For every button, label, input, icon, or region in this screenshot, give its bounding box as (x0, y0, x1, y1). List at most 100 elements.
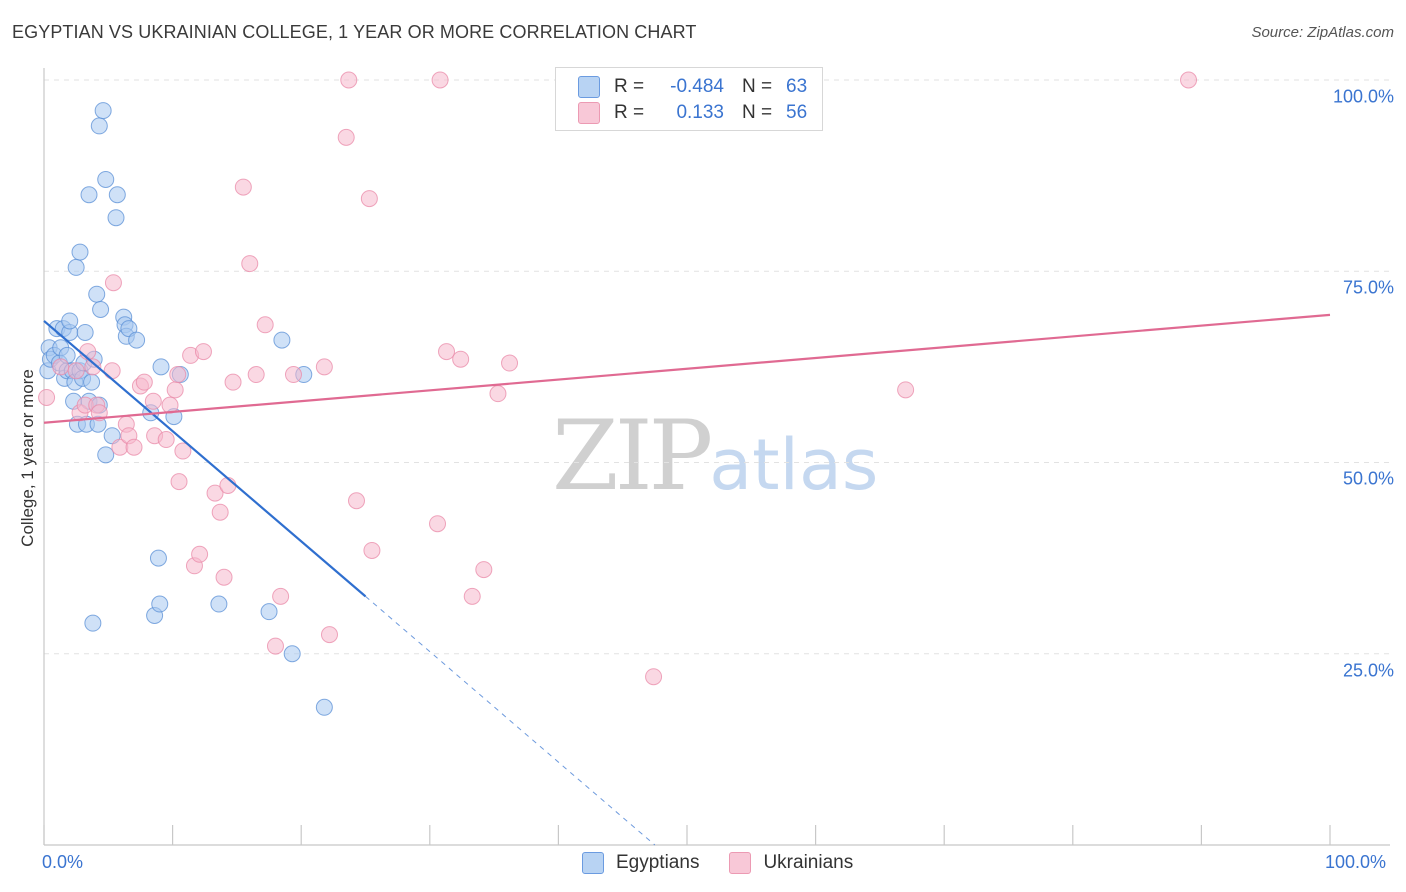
egyptians-swatch (582, 852, 604, 874)
ukrainians-swatch (578, 102, 600, 124)
ukrainians-point (320, 626, 338, 644)
ukrainians-point (174, 442, 192, 460)
legend-label-egyptians: Egyptians (616, 852, 700, 873)
ukrainians-point (191, 545, 209, 563)
watermark-zip: ZIP (552, 400, 713, 512)
r-label: R = (614, 102, 645, 123)
ukrainians-point (52, 358, 70, 376)
ukrainians-point (144, 392, 162, 410)
egyptians-point (80, 186, 98, 204)
r-value: 0.133 (676, 102, 724, 123)
ukrainians-point (431, 71, 449, 89)
ukrainians-point (272, 587, 290, 605)
n-value: 63 (786, 76, 808, 97)
ukrainians-point (489, 385, 507, 403)
watermark: ZIPatlas (552, 400, 878, 512)
series-legend: Egyptians Ukrainians (582, 850, 883, 876)
correlation-legend: R = -0.484 N = 63 R = 0.133 N = 56 (555, 67, 823, 131)
egyptians-point (97, 170, 115, 188)
egyptians-point (107, 209, 125, 227)
ukrainians-point (194, 343, 212, 361)
ukrainians-point (166, 381, 184, 399)
egyptians-point (71, 243, 89, 261)
ukrainians-point (315, 358, 333, 376)
egyptians-point (151, 595, 169, 613)
egyptians-point (128, 331, 146, 349)
ukrainians-point (211, 503, 229, 521)
egyptians-point (61, 312, 79, 330)
ukrainians-point (438, 343, 456, 361)
ukrainians-point (645, 668, 663, 686)
egyptians-point (84, 614, 102, 632)
ukrainians-point (104, 274, 122, 292)
egyptians-point (149, 549, 167, 567)
ukrainians-point (429, 515, 447, 533)
egyptians-point (83, 373, 101, 391)
egyptians-point (210, 595, 228, 613)
y-tick-label-50: 50.0% (1342, 468, 1394, 489)
ukrainians-point (67, 362, 85, 380)
egyptians-point (108, 186, 126, 204)
egyptians-point (76, 323, 94, 341)
ukrainians-point (475, 561, 493, 579)
ukrainians-point (284, 366, 302, 384)
egyptians-point (67, 258, 85, 276)
y-tick-label-25: 25.0% (1342, 660, 1394, 681)
egyptians-point (315, 698, 333, 716)
ukrainians-point (169, 366, 187, 384)
ukrainians-point (170, 473, 188, 491)
egyptians-trend-line (43, 320, 367, 598)
n-label: N = (742, 76, 773, 97)
watermark-atlas: atlas (709, 424, 879, 506)
ukrainians-point (266, 637, 284, 655)
ukrainians-point (337, 128, 355, 146)
legend-row-ukrainians: R = 0.133 N = 56 (578, 101, 807, 125)
ukrainians-trend-line (43, 313, 1331, 424)
egyptians-point (97, 446, 115, 464)
ukrainians-point (340, 71, 358, 89)
ukrainians-point (360, 190, 378, 208)
egyptians-trend-extension (365, 595, 656, 846)
ukrainians-point (135, 373, 153, 391)
legend-label-ukrainians: Ukrainians (763, 852, 854, 873)
ukrainians-point (452, 350, 470, 368)
n-value: 56 (786, 102, 808, 123)
ukrainians-point (363, 541, 381, 559)
ukrainians-point (256, 316, 274, 334)
egyptians-point (90, 117, 108, 135)
ukrainians-point (241, 255, 259, 273)
ukrainians-point (103, 362, 121, 380)
egyptians-point (94, 102, 112, 120)
egyptians-point (152, 358, 170, 376)
egyptians-point (88, 285, 106, 303)
ukrainians-point (84, 358, 102, 376)
ukrainians-point (215, 568, 233, 586)
ukrainians-point (125, 438, 143, 456)
x-tick-label-100: 100.0% (1325, 852, 1387, 872)
chart-title: EGYPTIAN VS UKRAINIAN COLLEGE, 1 YEAR OR… (12, 22, 697, 42)
egyptians-point (273, 331, 291, 349)
ukrainians-point (157, 431, 175, 449)
ukrainians-point (1180, 71, 1198, 89)
ukrainians-point (347, 492, 365, 510)
ukrainians-point (234, 178, 252, 196)
source-attribution: Source: ZipAtlas.com (1251, 24, 1394, 41)
legend-item-ukrainians[interactable]: Ukrainians (729, 852, 853, 874)
y-axis-label: College, 1 year or more (18, 369, 37, 547)
egyptians-point (92, 301, 110, 318)
egyptians-swatch (578, 76, 600, 98)
ukrainians-point (501, 354, 519, 372)
y-tick-label-100: 100.0% (1332, 86, 1394, 107)
n-label: N = (742, 102, 773, 123)
r-value: -0.484 (670, 76, 724, 97)
ukrainians-point (224, 373, 242, 391)
ukrainians-point (206, 484, 224, 502)
ukrainians-point (463, 587, 481, 605)
legend-item-egyptians[interactable]: Egyptians (582, 852, 699, 874)
ukrainians-swatch (729, 852, 752, 874)
r-label: R = (614, 76, 645, 97)
ukrainians-point (38, 388, 56, 406)
legend-row-egyptians: R = -0.484 N = 63 (578, 75, 807, 99)
egyptians-point (283, 645, 301, 663)
